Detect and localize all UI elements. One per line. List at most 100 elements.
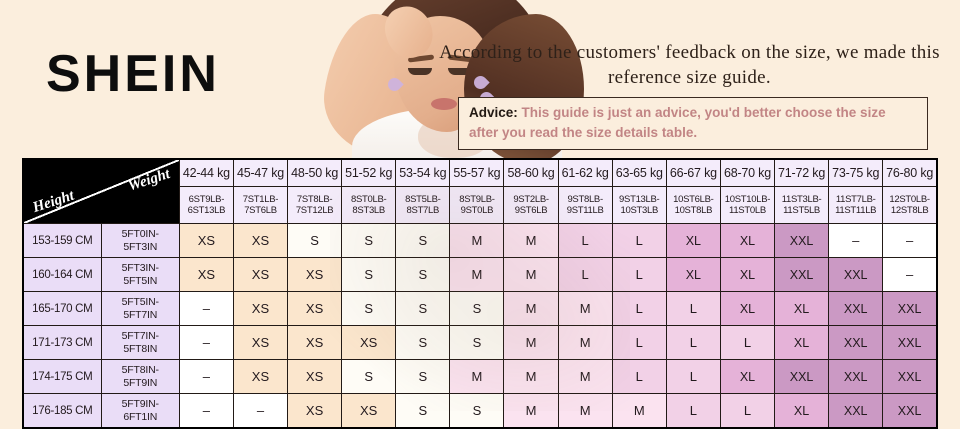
advice-box: Advice: This guide is just an advice, yo… bbox=[458, 97, 928, 151]
size-cell: L bbox=[611, 257, 667, 292]
weight-header-kg: 68-70 kg bbox=[719, 158, 776, 187]
size-cell: M bbox=[503, 393, 559, 429]
advice-separator: : bbox=[513, 105, 522, 120]
size-cell: XXL bbox=[774, 257, 830, 292]
table-row: 176-185 CM 5FT9IN- 6FT1IN – – XS XS S S M M M L L XL XX… bbox=[22, 393, 938, 429]
weight-header-kg: 42-44 kg bbox=[178, 158, 234, 187]
size-cell: XXL bbox=[828, 393, 884, 429]
weight-header-kg: 71-72 kg bbox=[774, 158, 830, 187]
size-cell: XXL bbox=[882, 325, 938, 360]
height-ft-cell: 5FT5IN- 5FT7IN bbox=[100, 291, 180, 326]
size-cell: L bbox=[719, 393, 776, 429]
weight-header-stones: 7ST8LB- 7ST12LB bbox=[287, 186, 343, 224]
table-row: 171-173 CM 5FT7IN- 5FT8IN – XS XS XS S S M M L L L XL X… bbox=[22, 325, 938, 360]
height-cm-cell: 153-159 CM bbox=[22, 223, 102, 258]
size-cell: – bbox=[178, 291, 234, 326]
size-cell: S bbox=[449, 291, 505, 326]
size-cell: S bbox=[341, 359, 397, 394]
size-cell: XXL bbox=[828, 325, 884, 360]
size-cell: S bbox=[449, 393, 505, 429]
size-guide-table: Weight Height 42-44 kg 45-47 kg 48-50 kg 51… bbox=[22, 158, 938, 429]
size-cell: XL bbox=[719, 223, 776, 258]
size-cell: – bbox=[882, 257, 938, 292]
size-cell: M bbox=[611, 393, 667, 429]
size-cell: M bbox=[449, 223, 505, 258]
size-cell: M bbox=[503, 325, 559, 360]
size-cell: S bbox=[395, 325, 451, 360]
table-row: 165-170 CM 5FT5IN- 5FT7IN – XS XS S S S M M L L XL XL X… bbox=[22, 291, 938, 326]
header-row-kg: Weight Height 42-44 kg 45-47 kg 48-50 kg 51… bbox=[22, 158, 938, 224]
weight-header-kg: 51-52 kg bbox=[341, 158, 397, 187]
size-cell: M bbox=[557, 325, 613, 360]
size-cell: – bbox=[232, 393, 289, 429]
size-cell: XS bbox=[287, 325, 343, 360]
size-cell: S bbox=[449, 325, 505, 360]
size-cell: – bbox=[178, 359, 234, 394]
weight-header-kg: 66-67 kg bbox=[665, 158, 721, 187]
size-cell: S bbox=[341, 291, 397, 326]
size-cell: XS bbox=[232, 359, 289, 394]
table-row: 160-164 CM 5FT3IN- 5FT5IN XS XS XS S S M M L L XL XL X… bbox=[22, 257, 938, 292]
hero-banner: SHEIN According to the customers' feedba… bbox=[0, 0, 960, 158]
size-cell: M bbox=[449, 257, 505, 292]
weight-header-stones: 8ST9LB- 9ST0LB bbox=[449, 186, 505, 224]
weight-header-stones: 7ST1LB- 7ST6LB bbox=[232, 186, 289, 224]
size-cell: L bbox=[665, 325, 721, 360]
model-eye-left bbox=[408, 68, 432, 75]
height-ft-cell: 5FT7IN- 5FT8IN bbox=[100, 325, 180, 360]
shein-logo: SHEIN bbox=[46, 45, 220, 103]
size-cell: XS bbox=[232, 223, 289, 258]
size-cell: XS bbox=[287, 257, 343, 292]
size-cell: XL bbox=[719, 291, 776, 326]
weight-header-kg: 76-80 kg bbox=[882, 158, 938, 187]
size-cell: XS bbox=[287, 393, 343, 429]
height-cm-cell: 176-185 CM bbox=[22, 393, 102, 429]
size-cell: S bbox=[287, 223, 343, 258]
weight-header-stones: 6ST9LB- 6ST13LB bbox=[178, 186, 234, 224]
weight-header-stones: 11ST7LB- 11ST11LB bbox=[828, 186, 884, 224]
weight-header-stones: 8ST0LB- 8ST3LB bbox=[341, 186, 397, 224]
size-cell: – bbox=[882, 223, 938, 258]
size-cell: XL bbox=[719, 359, 776, 394]
table-row: 153-159 CM 5FT0IN- 5FT3IN XS XS S S S M M L L XL XL XX… bbox=[22, 223, 938, 258]
weight-header-stones: 11ST3LB- 11ST5LB bbox=[774, 186, 830, 224]
size-cell: L bbox=[665, 393, 721, 429]
size-cell: XS bbox=[287, 359, 343, 394]
height-cm-cell: 160-164 CM bbox=[22, 257, 102, 292]
weight-header-stones: 12ST0LB- 12ST8LB bbox=[882, 186, 938, 224]
size-cell: XL bbox=[665, 257, 721, 292]
size-cell: L bbox=[557, 223, 613, 258]
weight-header-kg: 73-75 kg bbox=[828, 158, 884, 187]
size-cell: M bbox=[503, 257, 559, 292]
height-ft-cell: 5FT9IN- 6FT1IN bbox=[100, 393, 180, 429]
weight-header-kg: 55-57 kg bbox=[449, 158, 505, 187]
size-cell: XXL bbox=[882, 291, 938, 326]
weight-header-stones: 10ST10LB- 11ST0LB bbox=[719, 186, 776, 224]
height-ft-cell: 5FT3IN- 5FT5IN bbox=[100, 257, 180, 292]
size-cell: S bbox=[395, 393, 451, 429]
size-cell: XXL bbox=[828, 257, 884, 292]
size-cell: – bbox=[828, 223, 884, 258]
size-cell: XL bbox=[719, 257, 776, 292]
weight-header-stones: 8ST5LB- 8ST7LB bbox=[395, 186, 451, 224]
model-eye-right bbox=[448, 68, 472, 75]
corner-divider-line bbox=[24, 160, 179, 223]
size-cell: XXL bbox=[882, 359, 938, 394]
size-cell: XXL bbox=[828, 291, 884, 326]
size-cell: S bbox=[395, 359, 451, 394]
size-cell: XS bbox=[178, 257, 234, 292]
size-cell: XXL bbox=[774, 223, 830, 258]
size-cell: XL bbox=[774, 291, 830, 326]
size-cell: M bbox=[449, 359, 505, 394]
weight-header-kg: 45-47 kg bbox=[232, 158, 289, 187]
size-cell: XS bbox=[232, 257, 289, 292]
size-cell: M bbox=[503, 223, 559, 258]
advice-content: Advice: This guide is just an advice, yo… bbox=[469, 103, 917, 142]
weight-header-kg: 58-60 kg bbox=[503, 158, 559, 187]
height-ft-cell: 5FT8IN- 5FT9IN bbox=[100, 359, 180, 394]
size-cell: XL bbox=[774, 325, 830, 360]
size-cell: XXL bbox=[882, 393, 938, 429]
size-cell: L bbox=[719, 325, 776, 360]
size-cell: S bbox=[395, 291, 451, 326]
size-cell: XS bbox=[232, 291, 289, 326]
